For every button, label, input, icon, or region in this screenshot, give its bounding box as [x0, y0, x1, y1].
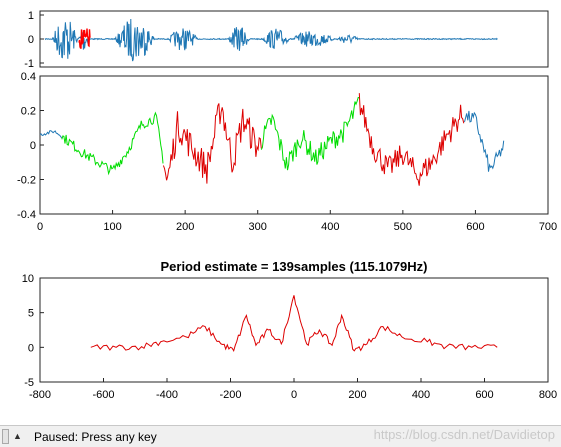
ax2-ytick-label: -0.2 [17, 175, 36, 187]
ax2-segment-unvoiced [464, 110, 505, 172]
ax2-ytick-label: 0.4 [21, 71, 36, 83]
collapse-arrow-icon[interactable]: ▲ [2, 429, 28, 444]
status-bar: ▲ Paused: Press any key https://blog.csd… [0, 425, 561, 447]
ax1-ytick-label: 0 [28, 34, 34, 46]
ax3-xtick-label: 200 [348, 389, 366, 401]
ax3-xtick-label: -400 [156, 389, 178, 401]
ax1-waveform [44, 18, 498, 62]
ax3-xtick-label: -600 [92, 389, 114, 401]
ax2-xtick-label: 300 [249, 221, 267, 233]
ax3-autocorrelation [90, 295, 498, 353]
ax3-curve-line [90, 295, 498, 353]
ax3-xtick-label: -200 [219, 389, 241, 401]
ax1-waveform-line [44, 18, 498, 62]
ax3-ytick-label: 5 [28, 308, 34, 320]
ax2-segment-voiced_b [358, 93, 465, 186]
ax3-ytick-label: 10 [22, 273, 34, 285]
ax2-xtick-label: 100 [103, 221, 121, 233]
ax3-xtick-label: 0 [291, 389, 297, 401]
ax2-segment-voiced_a [260, 96, 360, 171]
ax2-xtick-label: 400 [321, 221, 339, 233]
ax2-ytick-label: 0 [30, 140, 36, 152]
ax3-title: Period estimate = 139samples (115.1079Hz… [160, 259, 427, 274]
ax2-xtick-label: 200 [176, 221, 194, 233]
ax3-box [39, 277, 549, 383]
figure-window: 1 0 -1 0 100 200 300 400 500 600 700 0.4 0.2 0 -0.2 -0… [0, 0, 561, 425]
ax1-highlight-segment [78, 28, 91, 49]
ax3-xtick-label: 400 [412, 389, 430, 401]
ax3-ytick-label: 0 [28, 342, 34, 354]
ax2-ticks: 0 100 200 300 400 500 600 700 0.4 0.2 0 -0.2 -0.4 [17, 71, 557, 233]
ax2-box [39, 75, 549, 215]
ax2-segment-voiced_b [162, 103, 262, 184]
ax1-ytick-label: -1 [24, 58, 34, 70]
ax2-ytick-label: -0.4 [17, 209, 36, 221]
ax2-signal [39, 93, 505, 186]
ax3-xtick-label: -800 [29, 389, 51, 401]
ax3-ytick-label: -5 [24, 377, 34, 389]
ax2-ytick-label: 0.2 [21, 106, 36, 118]
watermark-text: https://blog.csdn.net/Davidietop [373, 427, 555, 442]
ax1-ytick-label: 1 [28, 10, 34, 22]
ax2-segment-voiced_a [61, 111, 164, 176]
ax3-xtick-label: 600 [475, 389, 493, 401]
ax2-xtick-label: 0 [37, 221, 43, 233]
ax2-xtick-label: 600 [466, 221, 484, 233]
ax2-xtick-label: 500 [394, 221, 412, 233]
ax3-ticks: -800 -600 -400 -200 0 200 400 600 800 10 5 0 -5 [22, 273, 557, 401]
status-text: Paused: Press any key [34, 430, 157, 444]
ax1-yticks: 1 0 -1 [24, 10, 44, 70]
ax2-xtick-label: 700 [539, 221, 557, 233]
figure-canvas: 10-1 0 100 200 300 400 500 600 7000.40.20-0.2-0… [17, 10, 557, 401]
ax2-segment-unvoiced [39, 130, 63, 139]
ax3-xtick-label: 800 [539, 389, 557, 401]
